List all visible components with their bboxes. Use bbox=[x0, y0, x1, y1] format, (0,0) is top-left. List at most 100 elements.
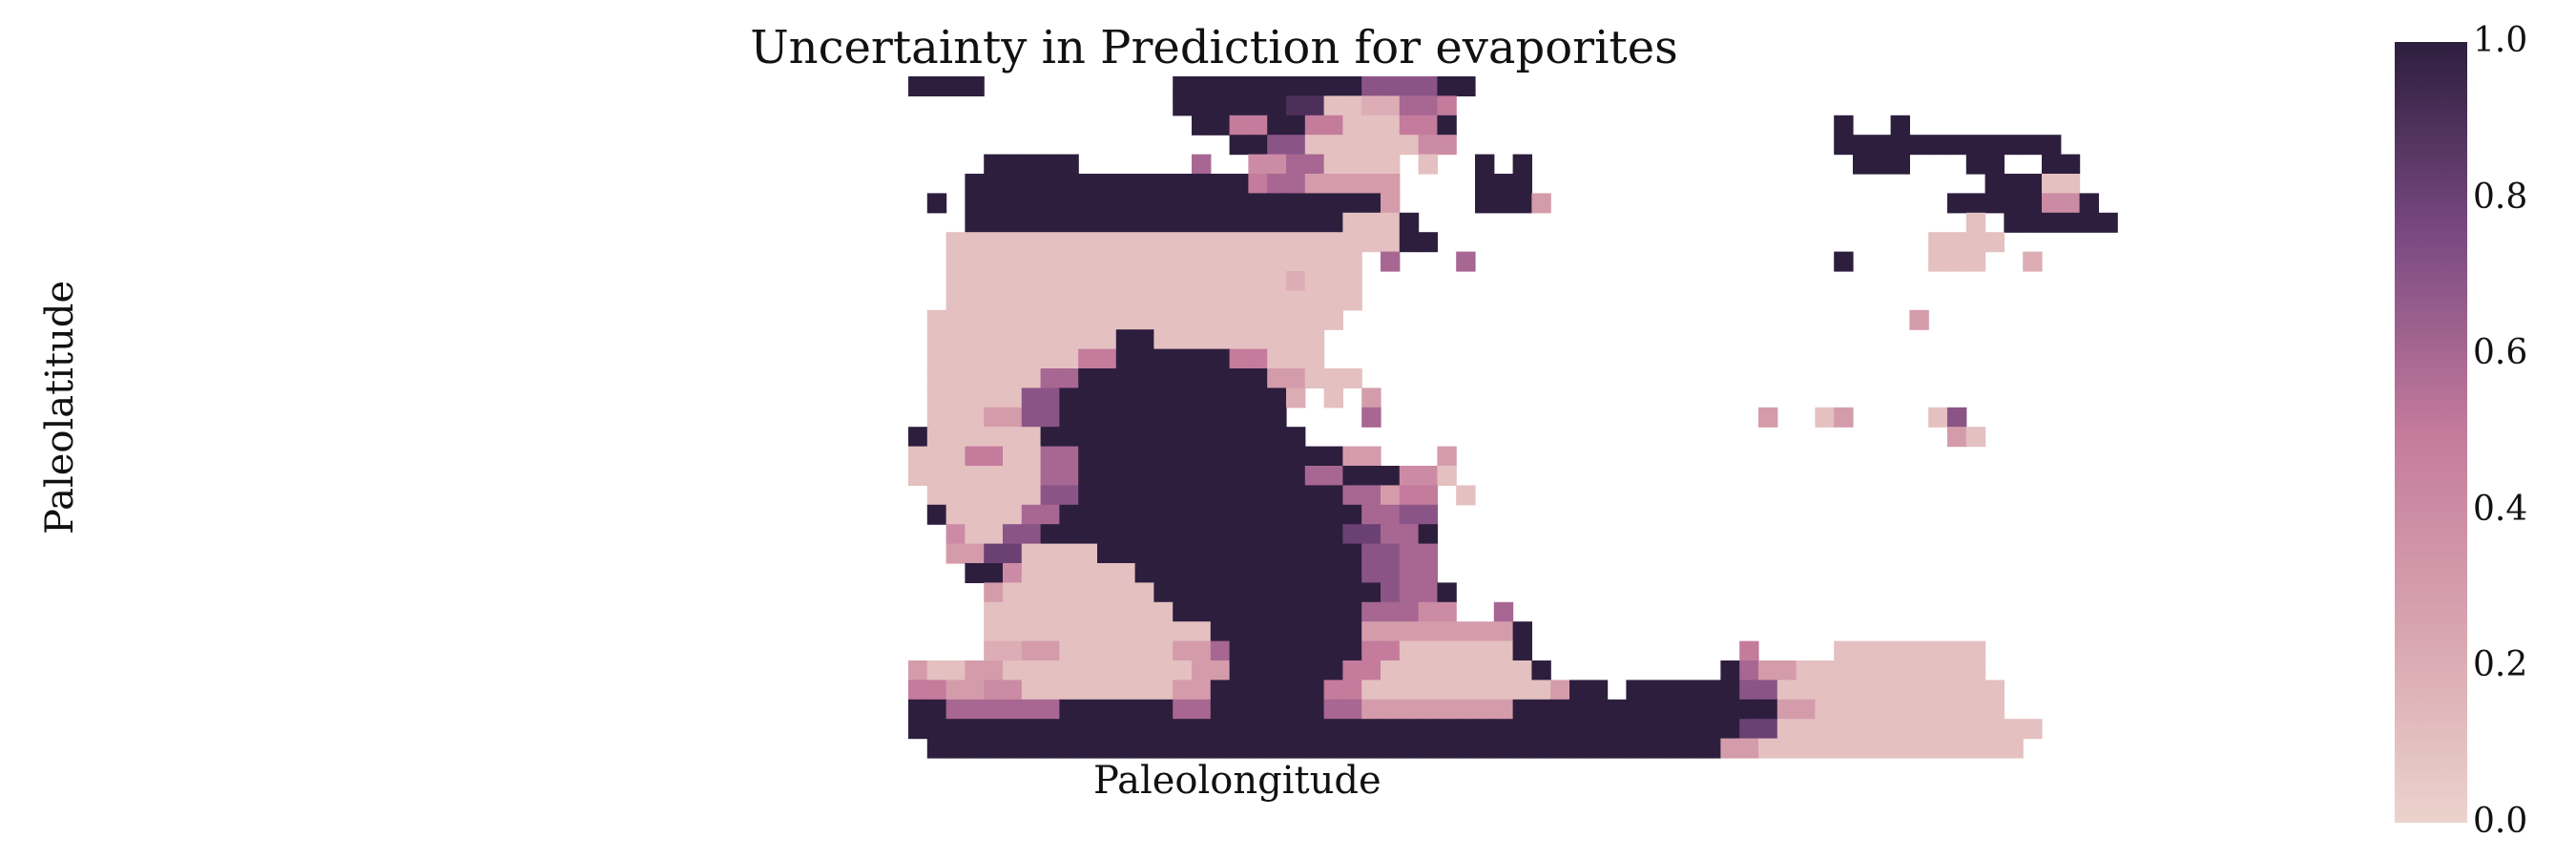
heatmap-cell bbox=[1323, 543, 1343, 564]
heatmap-cell bbox=[1134, 524, 1154, 545]
heatmap-cell bbox=[1682, 719, 1703, 740]
heatmap-cell bbox=[1381, 582, 1401, 603]
heatmap-cell bbox=[1210, 174, 1231, 194]
heatmap-cell bbox=[1815, 738, 1835, 759]
heatmap-cell bbox=[926, 309, 947, 330]
heatmap-cell bbox=[1909, 738, 1929, 759]
heatmap-cell bbox=[1512, 660, 1532, 681]
heatmap-cell bbox=[1304, 76, 1325, 96]
heatmap-cell bbox=[965, 563, 985, 583]
heatmap-cell bbox=[1267, 348, 1287, 369]
heatmap-cell bbox=[965, 660, 985, 681]
heatmap-cell bbox=[926, 738, 947, 759]
heatmap-cell bbox=[1115, 348, 1136, 369]
heatmap-cell bbox=[1192, 309, 1212, 330]
heatmap-cell bbox=[1418, 719, 1438, 740]
heatmap-cell bbox=[1173, 193, 1193, 214]
heatmap-cell bbox=[1853, 640, 1873, 661]
heatmap-cell bbox=[926, 485, 947, 506]
heatmap-cell bbox=[1021, 368, 1042, 388]
heatmap-cell bbox=[1361, 232, 1381, 253]
heatmap-cell bbox=[1134, 466, 1154, 486]
heatmap-cell bbox=[1003, 621, 1023, 642]
heatmap-cell bbox=[1965, 680, 1986, 701]
heatmap-cell bbox=[1173, 699, 1193, 720]
heatmap-cell bbox=[1304, 543, 1325, 564]
heatmap-cell bbox=[1399, 640, 1420, 661]
heatmap-cell bbox=[1493, 193, 1514, 214]
heatmap-cell bbox=[908, 699, 928, 720]
heatmap-cell bbox=[1134, 563, 1154, 583]
heatmap-cell bbox=[1059, 290, 1079, 311]
heatmap-cell bbox=[1059, 174, 1079, 194]
heatmap-cell bbox=[1192, 115, 1212, 136]
heatmap-cell bbox=[945, 290, 966, 311]
heatmap-cell bbox=[1153, 212, 1174, 233]
heatmap-cell bbox=[1342, 193, 1362, 214]
heatmap-cell bbox=[1361, 699, 1381, 720]
heatmap-cell bbox=[1984, 174, 2005, 194]
heatmap-cell bbox=[1475, 640, 1495, 661]
heatmap-cell bbox=[1720, 680, 1740, 701]
heatmap-cell bbox=[926, 446, 947, 467]
heatmap-cell bbox=[1115, 601, 1136, 622]
heatmap-cell bbox=[1210, 271, 1231, 291]
heatmap-cell bbox=[1229, 640, 1249, 661]
heatmap-cell bbox=[1173, 640, 1193, 661]
heatmap-cell bbox=[1097, 485, 1117, 506]
heatmap-cell bbox=[1286, 174, 1306, 194]
heatmap-cell bbox=[1173, 543, 1193, 564]
heatmap-cell bbox=[1192, 699, 1212, 720]
heatmap-cell bbox=[1323, 309, 1343, 330]
heatmap-cell bbox=[1153, 446, 1174, 467]
heatmap-cell bbox=[965, 368, 985, 388]
heatmap-cell bbox=[2023, 719, 2043, 740]
heatmap-cell bbox=[1286, 699, 1306, 720]
heatmap-cell bbox=[1267, 738, 1287, 759]
heatmap-cell bbox=[1418, 640, 1438, 661]
heatmap-cell bbox=[1361, 582, 1381, 603]
heatmap-cell bbox=[1323, 504, 1343, 525]
heatmap-cell bbox=[1097, 543, 1117, 564]
heatmap-cell bbox=[1021, 524, 1042, 545]
heatmap-cell bbox=[1059, 348, 1079, 369]
heatmap-cell bbox=[1078, 271, 1098, 291]
heatmap-cell bbox=[1286, 719, 1306, 740]
heatmap-cell bbox=[1021, 485, 1042, 506]
heatmap-cell bbox=[1210, 348, 1231, 369]
heatmap-cell bbox=[984, 329, 1004, 350]
heatmap-cell bbox=[1342, 738, 1362, 759]
heatmap-cell bbox=[1040, 543, 1060, 564]
heatmap-cell bbox=[1569, 699, 1589, 720]
heatmap-cell bbox=[1021, 601, 1042, 622]
heatmap-cell bbox=[984, 563, 1004, 583]
heatmap-cell bbox=[1059, 466, 1079, 486]
heatmap-cell bbox=[1512, 680, 1532, 701]
heatmap-cell bbox=[1153, 601, 1174, 622]
heatmap-cell bbox=[1210, 388, 1231, 409]
heatmap-cell bbox=[1040, 427, 1060, 448]
heatmap-cell bbox=[1323, 193, 1343, 214]
heatmap-cell bbox=[1078, 738, 1098, 759]
heatmap-cell bbox=[1381, 76, 1401, 96]
heatmap-cell bbox=[2060, 212, 2081, 233]
heatmap-cell bbox=[1210, 115, 1231, 136]
heatmap-cell bbox=[1871, 660, 1892, 681]
heatmap-cell bbox=[1984, 680, 2005, 701]
heatmap-cell bbox=[1115, 680, 1136, 701]
heatmap-cell bbox=[1210, 212, 1231, 233]
heatmap-cell bbox=[1078, 621, 1098, 642]
heatmap-cell bbox=[1040, 329, 1060, 350]
heatmap-cell bbox=[1248, 504, 1268, 525]
heatmap-cell bbox=[1361, 193, 1381, 214]
heatmap-cell bbox=[1021, 251, 1042, 272]
heatmap-cell bbox=[1304, 348, 1325, 369]
heatmap-cell bbox=[1475, 660, 1495, 681]
heatmap-cell bbox=[1342, 251, 1362, 272]
heatmap-cell bbox=[1701, 699, 1721, 720]
heatmap-cell bbox=[1115, 368, 1136, 388]
colorbar-tick-label: 0.4 bbox=[2473, 489, 2528, 529]
heatmap-cell bbox=[926, 680, 947, 701]
colorbar bbox=[2395, 42, 2467, 823]
heatmap-cell bbox=[1342, 680, 1362, 701]
